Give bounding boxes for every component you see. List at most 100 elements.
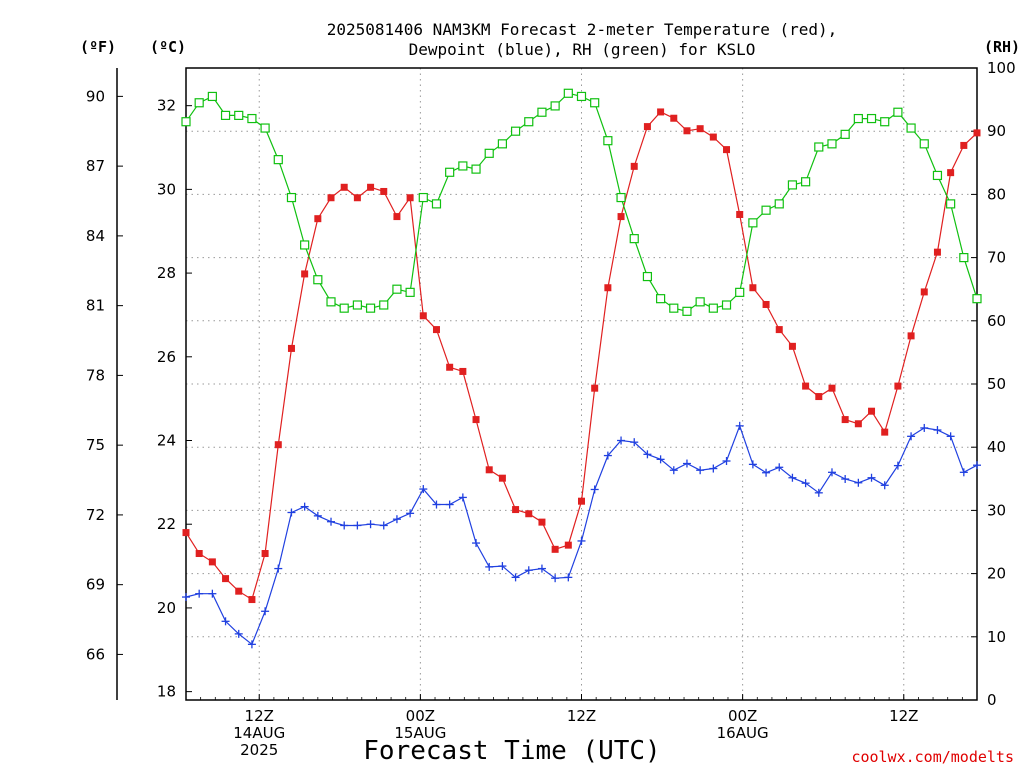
temperature-point [630,162,638,170]
temperature-point [235,587,243,595]
dewpoint-point [893,461,902,470]
temperature-point [815,393,823,401]
temperature-point [643,123,651,131]
rh-tick-label: 10 [987,628,1006,646]
temperature-point [578,497,585,505]
temperature-point [591,384,599,392]
temperature-point [182,529,190,537]
temperature-point [604,284,612,292]
dewpoint-point [379,521,388,530]
dewpoint-point [854,478,863,487]
rh-point [840,129,850,139]
temperature-point [353,194,361,202]
temperature-point [498,474,506,482]
rh-point [695,297,705,307]
temperature-point [907,332,915,340]
dewpoint-point [247,640,256,649]
temperature-point [393,213,401,221]
dewpoint-point [814,488,823,497]
temperature-point [314,215,322,223]
temperature-point [696,125,704,133]
dewpoint-point [221,617,230,626]
temperature-point [775,326,783,334]
temperature-point [802,382,810,390]
dewpoint-point [445,500,454,509]
fahrenheit-tick-label: 69 [86,576,105,594]
dewpoint-point [907,432,916,441]
time-tick-label: 14AUG [233,724,285,742]
dewpoint-point [406,509,415,518]
rh-point [866,113,877,124]
rh-tick-label: 20 [987,565,1006,583]
dewpoint-point [340,521,349,530]
fahrenheit-tick-label: 75 [86,436,105,454]
dewpoint-point [511,573,520,582]
dewpoint-point [353,521,362,530]
rh-point [708,303,718,313]
rh-point [932,170,943,181]
rh-point [365,303,376,313]
dewpoint-point [722,457,731,466]
temperature-point [894,382,902,390]
dewpoint-point [801,479,810,488]
rh-point [906,123,916,133]
temperature-point [367,183,375,191]
rh-tick-label: 50 [987,375,1006,393]
temperature-point [736,210,744,218]
celsius-tick-label: 28 [157,264,176,282]
temperature-point [446,363,454,371]
rh-point [629,234,639,244]
dewpoint-point [485,562,494,571]
rh-point [761,205,771,215]
dewpoint-point [682,459,691,468]
fahrenheit-tick-label: 66 [86,645,105,663]
rh-tick-label: 80 [987,185,1006,203]
temperature-point [261,550,269,558]
dewpoint-point [261,607,270,616]
temperature-point [683,127,691,135]
dewpoint-point [959,468,968,477]
dewpoint-point [656,455,665,464]
rh-point [181,117,191,127]
temperature-point [933,248,941,256]
temperature-point [301,270,309,278]
dewpoint-point [208,589,217,598]
time-tick-label: 00Z [406,707,435,725]
rh-tick-label: 90 [987,122,1006,140]
temperature-point [947,169,955,177]
rh-point [669,303,679,313]
temperature-point [920,288,928,296]
temperature-point [670,114,678,122]
dewpoint-point [841,475,850,484]
rh-point [234,110,244,121]
dewpoint-point [617,436,626,445]
rh-point [603,136,613,146]
celsius-tick-label: 24 [157,432,176,450]
temperature-point [788,342,796,350]
dewpoint-point [458,493,467,502]
dewpoint-point [551,574,560,583]
rh-point [313,275,323,285]
rh-point [300,240,310,250]
rh-point [471,164,481,174]
axes [116,67,978,701]
rh-point [352,300,362,310]
rh-tick-label: 60 [987,312,1006,330]
dewpoint-point [498,562,507,571]
temperature-point [973,129,981,137]
fahrenheit-tick-label: 84 [86,227,105,245]
dewpoint-point [234,629,243,638]
temperature-point [551,545,559,553]
grid-lines [186,68,977,700]
rh-point [853,113,863,124]
dewpoint-point [696,466,705,475]
x-axis-title: Forecast Time (UTC) [363,736,660,766]
temperature-point [380,187,388,195]
time-tick-label: 15AUG [394,724,446,742]
rh-point [510,126,521,136]
rh-axis-label: (RH) [984,38,1020,56]
rh-point [880,117,890,127]
rh-point [801,177,811,187]
rh-point [827,139,837,149]
rh-point [247,113,257,124]
